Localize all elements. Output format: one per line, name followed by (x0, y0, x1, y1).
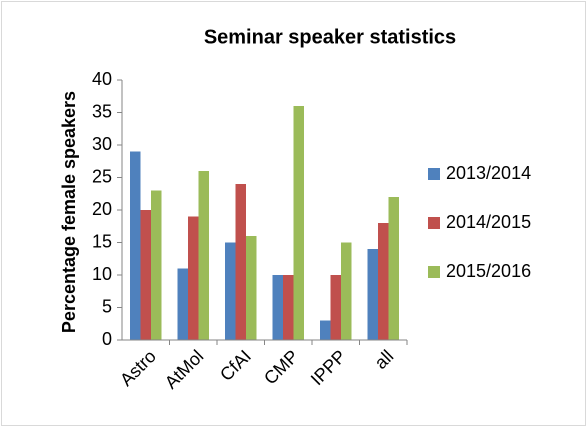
bar (330, 275, 341, 340)
y-tick-label: 5 (102, 296, 112, 316)
legend-swatch (428, 266, 440, 278)
bar (151, 190, 162, 340)
legend-swatch (428, 217, 440, 229)
bar (225, 242, 236, 340)
bar (388, 197, 399, 340)
legend-swatch (428, 168, 440, 180)
y-tick-label: 30 (92, 134, 112, 154)
bar (293, 106, 304, 340)
bar (246, 236, 257, 340)
y-tick-label: 40 (92, 69, 112, 89)
y-tick-label: 35 (92, 101, 112, 121)
bar (177, 268, 188, 340)
bar (378, 223, 389, 340)
y-tick-label: 0 (102, 329, 112, 349)
y-tick-label: 15 (92, 231, 112, 251)
y-tick-label: 20 (92, 199, 112, 219)
y-axis-label: Percentage female speakers (59, 91, 79, 333)
bar (198, 171, 209, 340)
bar (130, 151, 141, 340)
bar (367, 249, 378, 340)
legend-label: 2013/2014 (446, 163, 531, 183)
legend-label: 2015/2016 (446, 261, 531, 281)
bar (341, 242, 352, 340)
bar (235, 184, 246, 340)
bar (283, 275, 294, 340)
legend-label: 2014/2015 (446, 212, 531, 232)
bar (140, 210, 151, 340)
chart-title: Seminar speaker statistics (204, 26, 456, 48)
bar (320, 320, 331, 340)
bar (188, 216, 199, 340)
y-tick-label: 10 (92, 264, 112, 284)
y-tick-label: 25 (92, 166, 112, 186)
bar (272, 275, 283, 340)
